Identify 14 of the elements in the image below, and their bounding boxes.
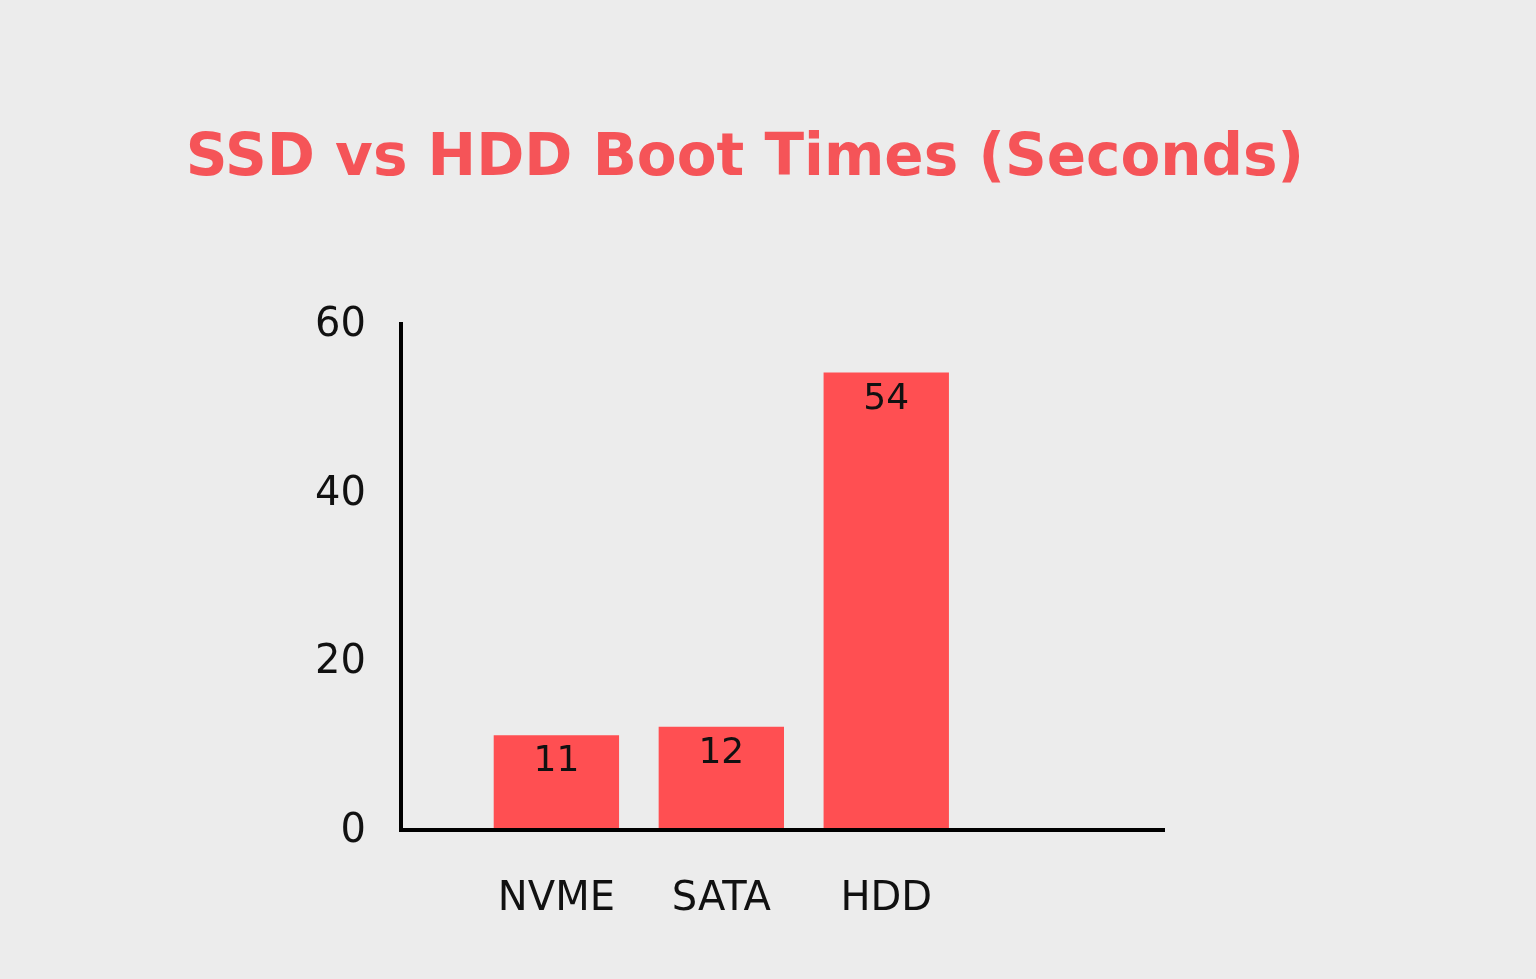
y-tick-label: 0 [340, 805, 366, 851]
y-tick-label: 60 [315, 299, 366, 345]
data-label: 54 [863, 375, 910, 417]
bar [658, 726, 784, 828]
bar [493, 735, 620, 828]
data-label: 11 [533, 738, 580, 780]
x-tick-label: HDD [840, 873, 933, 919]
y-tick-label: 40 [315, 467, 366, 514]
x-tick-label: SATA [671, 873, 772, 919]
data-label: 12 [698, 729, 745, 771]
x-tick-label: NVME [497, 873, 615, 919]
bar [823, 372, 949, 828]
chart-title: SSD vs HDD Boot Times (Seconds) [185, 120, 1305, 189]
y-tick-label: 20 [315, 636, 366, 683]
